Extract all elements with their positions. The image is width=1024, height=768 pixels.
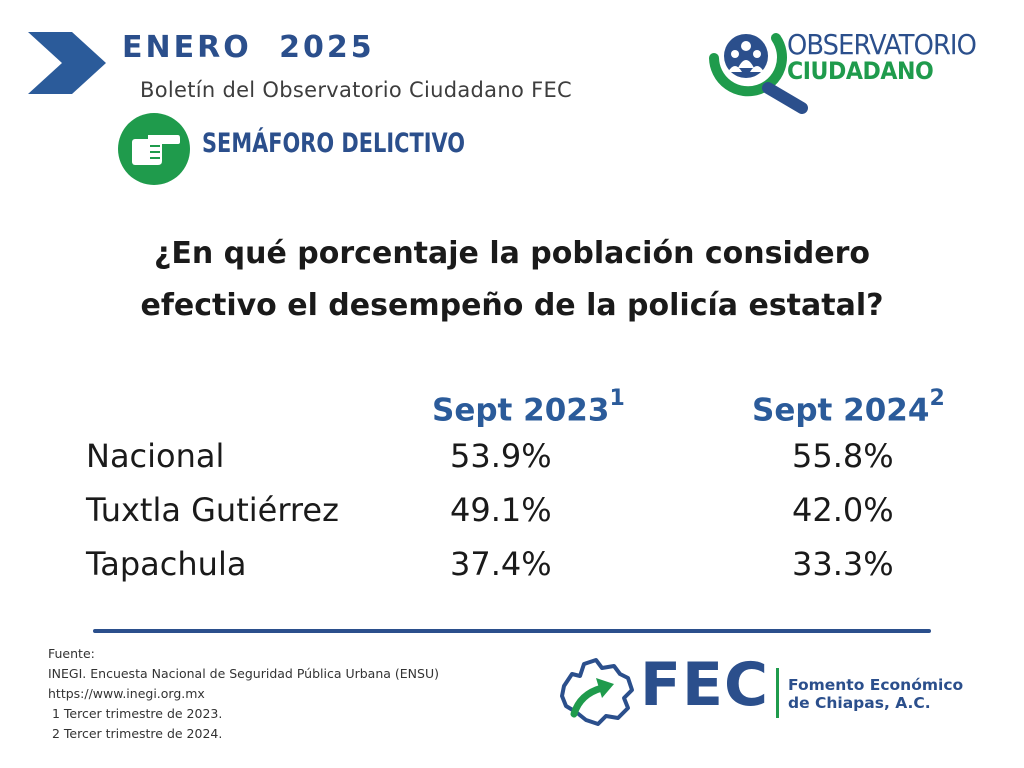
bulletin-subtitle: Boletín del Observatorio Ciudadano FEC bbox=[140, 78, 572, 102]
source-label: Fuente: bbox=[48, 646, 95, 661]
fec-organization-name: Fomento Económico de Chiapas, A.C. bbox=[788, 676, 963, 712]
cell-tuxtla-2024: 42.0% bbox=[792, 491, 894, 529]
bulletin-month: ENERO 2025 bbox=[122, 30, 375, 65]
cell-tapachula-2024: 33.3% bbox=[792, 545, 894, 583]
fec-name-line-2: de Chiapas, A.C. bbox=[788, 694, 931, 712]
source-url: https://www.inegi.org.mx bbox=[48, 686, 205, 701]
logo-text-observatorio: OBSERVATORIO bbox=[787, 28, 977, 61]
chiapas-map-arrow-icon bbox=[560, 658, 634, 726]
row-label-nacional: Nacional bbox=[86, 437, 225, 475]
cell-nacional-2024: 55.8% bbox=[792, 437, 894, 475]
section-title: SEMÁFORO DELICTIVO bbox=[202, 128, 465, 159]
source-notes: Fuente: INEGI. Encuesta Nacional de Segu… bbox=[48, 644, 439, 744]
cell-tapachula-2023: 37.4% bbox=[450, 545, 552, 583]
survey-question: ¿En qué porcentaje la población consider… bbox=[60, 228, 964, 332]
column-header-2023: Sept 20231 bbox=[432, 386, 625, 429]
question-line-1: ¿En qué porcentaje la población consider… bbox=[153, 236, 870, 271]
row-label-tuxtla: Tuxtla Gutiérrez bbox=[86, 491, 339, 529]
fec-logo-divider bbox=[776, 668, 779, 718]
column-header-2024: Sept 20242 bbox=[752, 386, 945, 429]
logo-text-ciudadano: CIUDADANO bbox=[787, 57, 934, 85]
cell-tuxtla-2023: 49.1% bbox=[450, 491, 552, 529]
source-reference: INEGI. Encuesta Nacional de Seguridad Pú… bbox=[48, 666, 439, 681]
fec-name-line-1: Fomento Económico bbox=[788, 676, 964, 694]
chevron-right-icon bbox=[28, 32, 106, 94]
footnote-1: 1 Tercer trimestre de 2023. bbox=[48, 706, 223, 721]
fec-logo-text: FEC bbox=[640, 650, 770, 720]
section-divider bbox=[93, 629, 931, 633]
cell-nacional-2023: 53.9% bbox=[450, 437, 552, 475]
row-label-tapachula: Tapachula bbox=[86, 545, 247, 583]
footnote-2: 2 Tercer trimestre de 2024. bbox=[48, 726, 223, 741]
question-line-2: efectivo el desempeño de la policía esta… bbox=[140, 288, 884, 323]
magnifier-people-icon bbox=[709, 33, 808, 114]
pointing-hand-icon bbox=[118, 113, 190, 185]
